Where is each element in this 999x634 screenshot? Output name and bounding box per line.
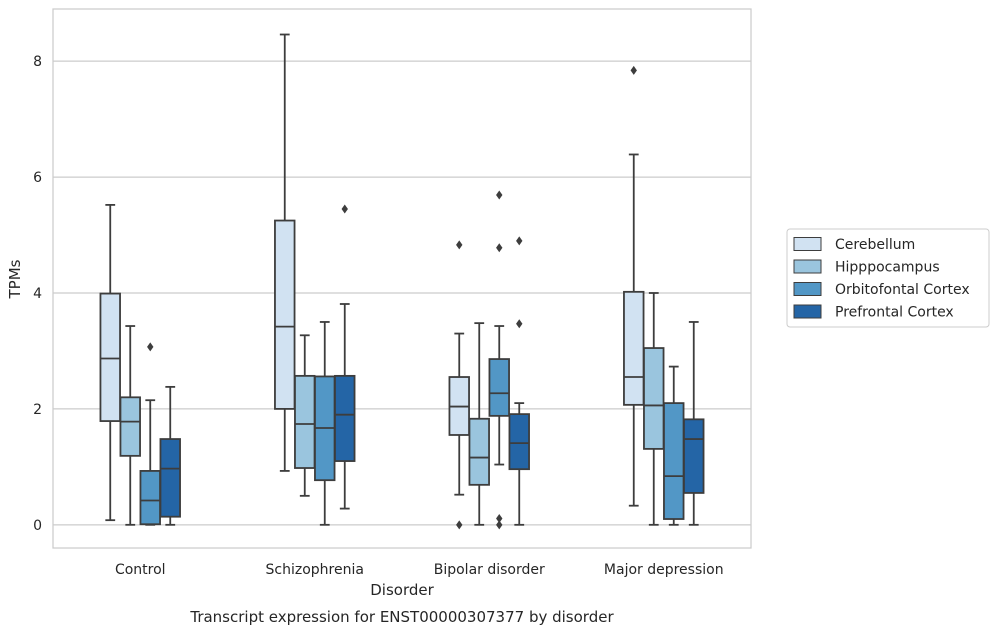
outlier-point: [496, 243, 503, 253]
box-prefrontal-cortex: [334, 204, 356, 510]
outlier-point: [496, 520, 503, 530]
outlier-point: [516, 236, 523, 246]
box-iqr: [683, 418, 705, 494]
y-tick-label: 8: [33, 54, 42, 70]
y-tick-label: 4: [33, 286, 42, 302]
legend-swatch: [793, 237, 822, 251]
outlier-point: [630, 65, 637, 75]
outlier-point: [341, 204, 348, 214]
legend-frame: [786, 228, 990, 328]
box-prefrontal-cortex: [508, 236, 530, 526]
box-hipppocampus: [643, 292, 665, 526]
legend-label: Prefrontal Cortex: [835, 305, 954, 321]
y-tick-label: 6: [33, 170, 42, 186]
box-iqr: [119, 396, 141, 457]
box-iqr: [508, 413, 530, 471]
box-iqr: [468, 417, 490, 486]
x-tick-label: Control: [115, 562, 166, 578]
outlier-point: [496, 190, 503, 200]
y-tick-label: 2: [33, 402, 42, 418]
outlier-point: [496, 513, 503, 523]
y-tick-label: 0: [33, 518, 42, 534]
x-tick-label: Schizophrenia: [266, 562, 364, 578]
box-iqr: [99, 292, 121, 422]
box-hipppocampus: [119, 325, 141, 526]
outlier-point: [456, 520, 463, 530]
legend-swatch: [793, 259, 822, 274]
box-iqr: [334, 374, 356, 462]
legend-swatch: [793, 282, 822, 296]
legend-label: Hipppocampus: [835, 260, 940, 276]
chart-caption: Transcript expression for ENST0000030737…: [189, 608, 614, 626]
box-hipppocampus: [468, 322, 490, 526]
legend-swatch: [793, 304, 822, 319]
box-iqr: [643, 347, 665, 450]
box-iqr: [663, 402, 685, 520]
x-tick-label: Major depression: [604, 562, 724, 578]
box-cerebellum: [448, 240, 470, 530]
outlier-point: [456, 240, 463, 250]
gridlines: [53, 60, 751, 526]
x-axis-label: Disorder: [370, 581, 434, 599]
plot-background: [53, 9, 751, 548]
y-tick-labels: 0 2 4 6 8: [33, 54, 42, 534]
box-orbitofontal-cortex: [663, 365, 685, 526]
legend-label: Orbitofontal Cortex: [835, 282, 970, 298]
x-tick-label: Bipolar disorder: [434, 562, 545, 578]
box-iqr: [274, 219, 296, 410]
plot-frame: [52, 8, 752, 549]
outlier-point: [516, 319, 523, 329]
box-cerebellum: [99, 203, 121, 522]
box-iqr: [623, 290, 645, 406]
box-prefrontal-cortex: [683, 321, 705, 526]
outlier-point: [147, 342, 154, 352]
legend-label: Cerebellum: [835, 237, 915, 253]
y-axis-label: TPMs: [6, 259, 24, 299]
box-series: [99, 33, 705, 530]
legend: Cerebellum Hipppocampus Orbitofontal Corte…: [786, 228, 990, 328]
box-prefrontal-cortex: [159, 385, 181, 526]
box-iqr: [488, 358, 510, 417]
box-orbitofontal-cortex: [314, 321, 336, 526]
box-cerebellum: [623, 65, 645, 507]
box-cerebellum: [274, 33, 296, 472]
box-iqr: [294, 374, 316, 469]
box-orbitofontal-cortex: [488, 190, 510, 530]
box-iqr: [159, 438, 181, 518]
box-iqr: [139, 470, 161, 526]
x-tick-labels: Control Schizophrenia Bipolar disorder Majo…: [115, 562, 724, 578]
box-orbitofontal-cortex: [139, 342, 161, 526]
